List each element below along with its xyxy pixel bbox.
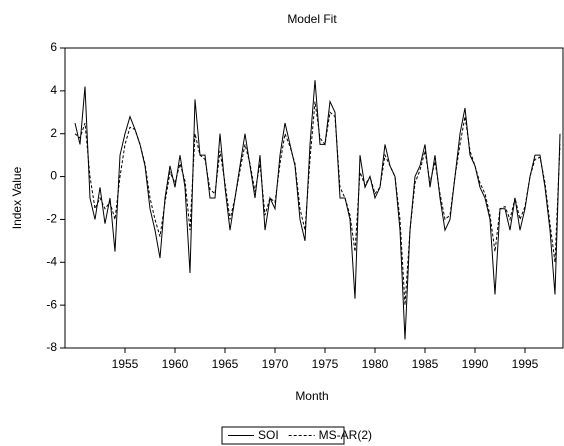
y-axis-label: Index Value [10,166,24,229]
x-tick-label: 1975 [312,357,339,371]
series-line [74,80,561,340]
legend-box [221,426,345,445]
plot-frame [64,47,564,349]
y-tick-label: 6 [50,40,57,54]
x-axis-label: Month [295,389,328,403]
y-tick-label: 4 [50,83,57,97]
chart-title: Model Fit [287,12,337,26]
series-line [74,101,561,306]
y-tick-label: -8 [46,340,57,354]
y-tick-label: -2 [46,212,57,226]
y-tick-label: 0 [50,169,57,183]
x-tick-label: 1985 [412,357,439,371]
x-tick-label: 1965 [212,357,239,371]
x-tick-label: 1955 [112,357,139,371]
x-tick-label: 1960 [162,357,189,371]
y-tick-label: 2 [50,126,57,140]
x-tick-label: 1995 [512,357,539,371]
legend-label: SOI [258,428,279,442]
y-tick-label: -4 [46,254,57,268]
legend-label: MS-AR(2) [319,428,372,442]
x-tick-label: 1970 [262,357,289,371]
y-tick-label: -6 [46,297,57,311]
x-tick-label: 1980 [362,357,389,371]
x-tick-label: 1990 [462,357,489,371]
